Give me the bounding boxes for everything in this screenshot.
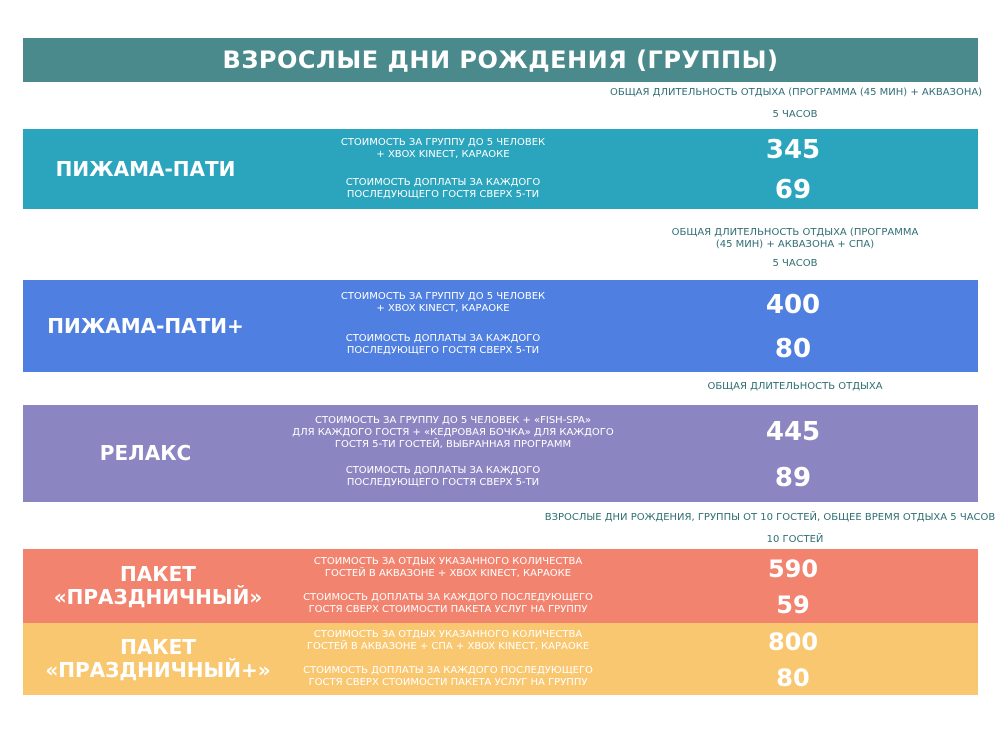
- package-name: РЕЛАКС: [99, 441, 192, 465]
- extra-guest-price: 89: [774, 463, 812, 493]
- package-festive: ПАКЕТ «ПРАЗДНИЧНЫЙ» СТОИМОСТЬ ЗА ОТДЫХ У…: [23, 549, 978, 623]
- group-price-description: СТОИМОСТЬ ЗА ГРУППУ ДО 5 ЧЕЛОВЕК + «FISH…: [292, 415, 614, 450]
- extra-guest-price: 59: [776, 591, 810, 619]
- package-relax: РЕЛАКС СТОИМОСТЬ ЗА ГРУППУ ДО 5 ЧЕЛОВЕК …: [23, 405, 978, 502]
- duration-note: ОБЩАЯ ДЛИТЕЛЬНОСТЬ ОТДЫХА (ПРОГРАММА (45…: [610, 87, 983, 98]
- duration-note: ОБЩАЯ ДЛИТЕЛЬНОСТЬ ОТДЫХА: [707, 381, 883, 392]
- extra-guest-description: СТОИМОСТЬ ДОПЛАТЫ ЗА КАЖДОГО ПОСЛЕДУЮЩЕГ…: [303, 665, 593, 688]
- page-title: ВЗРОСЛЫЕ ДНИ РОЖДЕНИЯ (ГРУППЫ): [23, 38, 978, 82]
- package-name: ПИЖАМА-ПАТИ+: [47, 313, 244, 338]
- package-festive-plus: ПАКЕТ «ПРАЗДНИЧНЫЙ+» СТОИМОСТЬ ЗА ОТДЫХ …: [23, 623, 978, 695]
- group-price: 400: [765, 290, 821, 320]
- extra-guest-description: СТОИМОСТЬ ДОПЛАТЫ ЗА КАЖДОГО ПОСЛЕДУЮЩЕГ…: [345, 465, 541, 488]
- group-price: 590: [767, 555, 819, 583]
- group-price: 345: [765, 135, 821, 165]
- package-name: ПАКЕТ «ПРАЗДНИЧНЫЙ+»: [45, 635, 271, 682]
- group-price: 800: [767, 628, 819, 656]
- group-price: 445: [765, 417, 821, 447]
- group-price-description: СТОИМОСТЬ ЗА ОТДЫХ УКАЗАННОГО КОЛИЧЕСТВА…: [306, 629, 590, 652]
- group-note: ВЗРОСЛЫЕ ДНИ РОЖДЕНИЯ, ГРУППЫ ОТ 10 ГОСТ…: [544, 512, 996, 523]
- package-pajama-party-plus: ПИЖАМА-ПАТИ+ СТОИМОСТЬ ЗА ГРУППУ ДО 5 ЧЕ…: [23, 280, 978, 372]
- package-name: ПИЖАМА-ПАТИ: [55, 156, 236, 181]
- extra-guest-description: СТОИМОСТЬ ДОПЛАТЫ ЗА КАЖДОГО ПОСЛЕДУЮЩЕГ…: [303, 592, 593, 615]
- extra-guest-description: СТОИМОСТЬ ДОПЛАТЫ ЗА КАЖДОГО ПОСЛЕДУЮЩЕГ…: [345, 177, 541, 200]
- duration-hours: 5 ЧАСОВ: [772, 258, 818, 269]
- extra-guest-price: 80: [774, 334, 812, 364]
- package-pajama-party: ПИЖАМА-ПАТИ СТОИМОСТЬ ЗА ГРУППУ ДО 5 ЧЕЛ…: [23, 129, 978, 209]
- guest-count: 10 ГОСТЕЙ: [766, 534, 824, 545]
- duration-hours: 5 ЧАСОВ: [772, 109, 818, 120]
- group-price-description: СТОИМОСТЬ ЗА ГРУППУ ДО 5 ЧЕЛОВЕК + XBOX …: [340, 291, 546, 314]
- duration-note: ОБЩАЯ ДЛИТЕЛЬНОСТЬ ОТДЫХА (ПРОГРАММА (45…: [671, 227, 919, 250]
- group-price-description: СТОИМОСТЬ ЗА ГРУППУ ДО 5 ЧЕЛОВЕК + XBOX …: [340, 137, 546, 160]
- extra-guest-price: 69: [774, 175, 812, 205]
- extra-guest-description: СТОИМОСТЬ ДОПЛАТЫ ЗА КАЖДОГО ПОСЛЕДУЮЩЕГ…: [345, 333, 541, 356]
- group-price-description: СТОИМОСТЬ ЗА ОТДЫХ УКАЗАННОГО КОЛИЧЕСТВА…: [313, 556, 583, 579]
- package-name: ПАКЕТ «ПРАЗДНИЧНЫЙ»: [53, 562, 263, 609]
- extra-guest-price: 80: [776, 664, 810, 692]
